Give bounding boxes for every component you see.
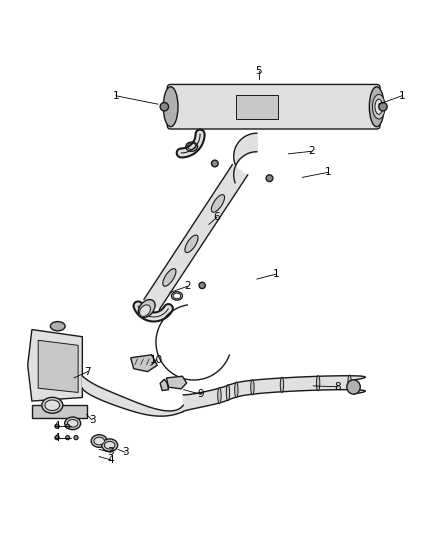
Ellipse shape <box>160 102 169 111</box>
Ellipse shape <box>266 175 273 182</box>
Ellipse shape <box>251 379 254 395</box>
Text: 2: 2 <box>184 281 191 291</box>
Polygon shape <box>28 329 82 401</box>
Text: 7: 7 <box>85 367 91 377</box>
Text: 10: 10 <box>150 355 163 365</box>
Ellipse shape <box>102 439 118 451</box>
Text: 6: 6 <box>214 212 220 222</box>
Ellipse shape <box>347 380 360 394</box>
Text: 8: 8 <box>335 382 341 392</box>
Ellipse shape <box>65 417 81 430</box>
Polygon shape <box>82 376 183 416</box>
Text: 1: 1 <box>113 91 119 101</box>
Ellipse shape <box>55 424 59 429</box>
Polygon shape <box>183 376 365 411</box>
Text: 1: 1 <box>273 269 279 279</box>
Ellipse shape <box>235 382 238 398</box>
Text: 3: 3 <box>122 447 128 457</box>
Ellipse shape <box>185 235 198 253</box>
Polygon shape <box>166 376 187 389</box>
Text: 2: 2 <box>308 146 315 156</box>
Ellipse shape <box>369 87 384 127</box>
Ellipse shape <box>163 87 178 127</box>
Ellipse shape <box>67 419 78 427</box>
Polygon shape <box>131 355 157 372</box>
Ellipse shape <box>138 300 155 318</box>
Ellipse shape <box>372 94 385 119</box>
Ellipse shape <box>94 437 104 445</box>
Ellipse shape <box>140 305 151 317</box>
Ellipse shape <box>226 385 230 401</box>
Ellipse shape <box>375 99 382 114</box>
Ellipse shape <box>218 387 221 403</box>
Ellipse shape <box>348 375 351 390</box>
FancyBboxPatch shape <box>167 84 380 129</box>
Ellipse shape <box>316 376 320 391</box>
Ellipse shape <box>199 282 205 288</box>
Text: 5: 5 <box>256 66 262 76</box>
Ellipse shape <box>45 400 60 410</box>
Ellipse shape <box>42 397 63 413</box>
Polygon shape <box>144 165 248 310</box>
Polygon shape <box>38 340 78 392</box>
Text: 1: 1 <box>325 167 332 177</box>
Ellipse shape <box>163 269 176 286</box>
Ellipse shape <box>104 441 115 449</box>
Ellipse shape <box>74 435 78 440</box>
Text: 4: 4 <box>54 433 60 442</box>
Ellipse shape <box>212 195 225 212</box>
Ellipse shape <box>50 321 65 331</box>
Text: 9: 9 <box>198 389 204 399</box>
Ellipse shape <box>212 160 218 167</box>
Text: 4: 4 <box>54 421 60 431</box>
Text: 4: 4 <box>108 455 114 465</box>
Ellipse shape <box>91 435 107 447</box>
Ellipse shape <box>66 435 70 440</box>
Text: 3: 3 <box>108 447 114 457</box>
Text: 1: 1 <box>399 91 405 101</box>
Bar <box>236 94 278 119</box>
Ellipse shape <box>55 435 59 440</box>
Polygon shape <box>32 405 87 418</box>
Text: 3: 3 <box>89 415 95 425</box>
Polygon shape <box>160 379 169 391</box>
Ellipse shape <box>379 102 387 111</box>
Ellipse shape <box>280 377 284 392</box>
Ellipse shape <box>66 424 70 429</box>
